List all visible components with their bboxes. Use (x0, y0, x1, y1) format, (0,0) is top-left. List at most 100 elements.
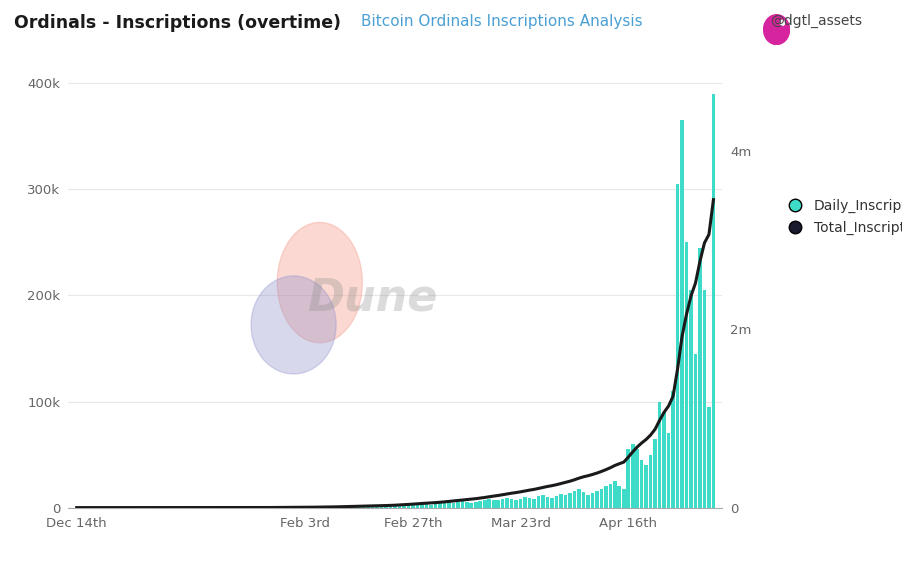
Bar (366, 506, 370, 508)
Bar (501, 499, 504, 508)
Bar (474, 502, 477, 508)
Bar (371, 506, 374, 508)
Bar (649, 455, 652, 508)
Bar (321, 506, 325, 508)
Bar (446, 503, 450, 508)
Bar (415, 503, 419, 508)
Bar (384, 506, 388, 508)
Text: Ordinals - Inscriptions (overtime): Ordinals - Inscriptions (overtime) (14, 14, 340, 32)
Bar (514, 500, 518, 508)
Bar (393, 505, 396, 508)
Bar (581, 492, 584, 508)
Bar (621, 488, 625, 508)
Bar (339, 506, 343, 508)
Bar (572, 491, 575, 508)
Ellipse shape (251, 276, 336, 374)
Bar (465, 503, 468, 508)
Bar (666, 433, 669, 508)
Bar (510, 499, 513, 508)
Bar (585, 495, 589, 508)
Bar (330, 507, 334, 508)
Bar (554, 496, 557, 508)
Bar (335, 506, 338, 508)
Bar (558, 494, 562, 508)
Bar (679, 120, 683, 508)
Text: @dgtl_assets: @dgtl_assets (769, 14, 861, 28)
Bar (661, 412, 665, 508)
Bar (483, 500, 486, 508)
Bar (456, 502, 459, 508)
Bar (617, 486, 621, 508)
Bar (460, 501, 464, 508)
Bar (599, 488, 603, 508)
Bar (612, 481, 616, 508)
Bar (549, 498, 553, 508)
Bar (496, 500, 500, 508)
Bar (567, 493, 571, 508)
Bar (653, 439, 657, 508)
Bar (437, 503, 441, 508)
Bar (451, 503, 455, 508)
Bar (362, 506, 365, 508)
Bar (706, 407, 710, 508)
Bar (424, 504, 428, 508)
Bar (357, 506, 361, 508)
Bar (608, 484, 612, 508)
Bar (603, 486, 607, 508)
Legend: Daily_Inscriptions, Total_Inscriptions: Daily_Inscriptions, Total_Inscriptions (774, 194, 902, 240)
Bar (389, 506, 392, 508)
Bar (317, 507, 320, 508)
Bar (312, 507, 316, 508)
Text: Bitcoin Ordinals Inscriptions Analysis: Bitcoin Ordinals Inscriptions Analysis (361, 14, 642, 29)
Bar (693, 354, 696, 508)
Bar (478, 501, 482, 508)
Bar (540, 495, 544, 508)
Bar (590, 493, 594, 508)
Bar (545, 497, 548, 508)
Bar (519, 499, 522, 508)
Bar (419, 504, 423, 508)
Bar (410, 504, 414, 508)
Bar (406, 505, 410, 508)
Bar (702, 290, 705, 508)
Bar (375, 505, 379, 508)
Bar (397, 505, 400, 508)
Bar (353, 506, 356, 508)
Bar (635, 450, 639, 508)
Bar (644, 465, 648, 508)
Text: Dune: Dune (307, 277, 437, 320)
Bar (536, 496, 539, 508)
Bar (563, 495, 566, 508)
Bar (492, 500, 495, 508)
Bar (576, 488, 580, 508)
Bar (640, 460, 643, 508)
Bar (523, 497, 526, 508)
Bar (684, 243, 687, 508)
Bar (594, 491, 598, 508)
Bar (657, 402, 660, 508)
Ellipse shape (277, 222, 362, 343)
Circle shape (779, 20, 784, 25)
Bar (469, 503, 473, 508)
Bar (487, 499, 491, 508)
Bar (675, 184, 678, 508)
Bar (380, 506, 383, 508)
Bar (711, 94, 714, 508)
Bar (326, 506, 329, 508)
Bar (630, 444, 634, 508)
Bar (344, 506, 347, 508)
Circle shape (763, 15, 788, 45)
Bar (670, 391, 674, 508)
Bar (433, 504, 437, 508)
Bar (505, 498, 509, 508)
Bar (348, 507, 352, 508)
Bar (531, 499, 535, 508)
Bar (428, 505, 432, 508)
Bar (626, 450, 630, 508)
Bar (688, 290, 692, 508)
Bar (697, 248, 701, 508)
Bar (401, 504, 405, 508)
Bar (527, 498, 530, 508)
Bar (442, 503, 446, 508)
Bar (308, 506, 311, 508)
